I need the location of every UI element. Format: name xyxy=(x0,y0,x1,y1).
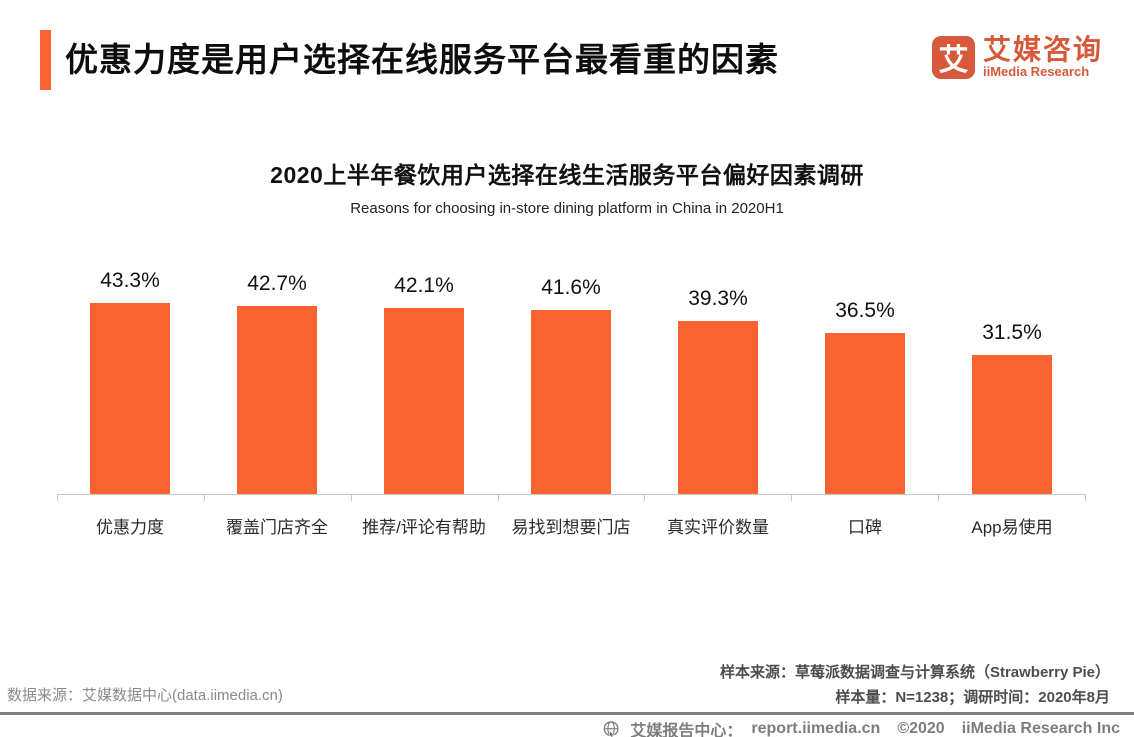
copyright-text: ©2020 xyxy=(897,720,945,737)
x-axis-tick xyxy=(351,494,352,501)
x-axis-category-label: 覆盖门店齐全 xyxy=(226,518,328,537)
chart-title: 2020上半年餐饮用户选择在线生活服务平台偏好因素调研 xyxy=(270,162,864,188)
x-axis-tick xyxy=(791,494,792,501)
x-axis-tick xyxy=(1085,494,1086,501)
iimedia-logo: 艾 艾媒咨询 iiMedia Research xyxy=(932,35,1103,79)
x-axis-line xyxy=(57,494,1085,495)
x-axis-tick xyxy=(644,494,645,501)
bottom-divider xyxy=(0,712,1134,715)
page-title: 优惠力度是用户选择在线服务平台最看重的因素 xyxy=(65,41,779,78)
bar-value-label: 43.3% xyxy=(100,269,160,292)
sample-source-line: 样本来源：草莓派数据调查与计算系统（Strawberry Pie） xyxy=(719,664,1110,681)
bar-value-label: 42.1% xyxy=(394,274,454,297)
bar-value-label: 39.3% xyxy=(688,287,748,310)
logo-name-en: iiMedia Research xyxy=(983,64,1090,79)
report-center-label: 艾媒报告中心： xyxy=(630,723,743,737)
bar xyxy=(972,355,1052,494)
sample-info-line: 样本量：N=1238；调研时间：2020年8月 xyxy=(835,689,1110,706)
bar xyxy=(678,321,758,494)
globe-cursor-icon xyxy=(602,720,621,737)
logo-name-cn: 艾媒咨询 xyxy=(983,34,1104,65)
chart-subtitle: Reasons for choosing in-store dining pla… xyxy=(350,200,784,217)
sample-source-note: 样本来源：草莓派数据调查与计算系统（Strawberry Pie） 样本量：N=… xyxy=(720,660,1110,710)
x-axis-category-label: 优惠力度 xyxy=(96,518,164,537)
x-axis-category-label: 真实评价数量 xyxy=(667,518,769,537)
x-axis-tick xyxy=(57,494,58,501)
bar xyxy=(384,308,464,494)
bar xyxy=(531,310,611,494)
bar-value-label: 31.5% xyxy=(982,321,1042,344)
x-axis-category-label: 易找到想要门店 xyxy=(511,518,631,537)
bar-value-label: 42.7% xyxy=(247,272,307,295)
x-axis-tick xyxy=(204,494,205,501)
bar-value-label: 41.6% xyxy=(541,276,601,299)
x-axis-category-label: 推荐/评论有帮助 xyxy=(362,518,486,537)
report-url: report.iimedia.cn xyxy=(751,720,881,737)
bar xyxy=(825,333,905,494)
x-axis-tick xyxy=(498,494,499,501)
bar-value-label: 36.5% xyxy=(835,299,895,322)
x-axis-tick xyxy=(938,494,939,501)
x-axis-category-label: 口碑 xyxy=(848,518,882,537)
title-accent-bar xyxy=(40,30,51,90)
company-name: iiMedia Research Inc xyxy=(961,720,1120,737)
iimedia-logo-icon: 艾 xyxy=(932,35,975,79)
data-source-note: 数据来源：艾媒数据中心(data.iimedia.cn) xyxy=(7,687,283,704)
logo-text: 艾媒咨询 iiMedia Research xyxy=(983,35,1103,79)
x-axis-category-label: App易使用 xyxy=(971,518,1053,537)
bottom-bar: 艾媒报告中心： report.iimedia.cn ©2020 iiMedia … xyxy=(602,717,1120,737)
bar xyxy=(90,303,170,494)
bar xyxy=(237,306,317,494)
